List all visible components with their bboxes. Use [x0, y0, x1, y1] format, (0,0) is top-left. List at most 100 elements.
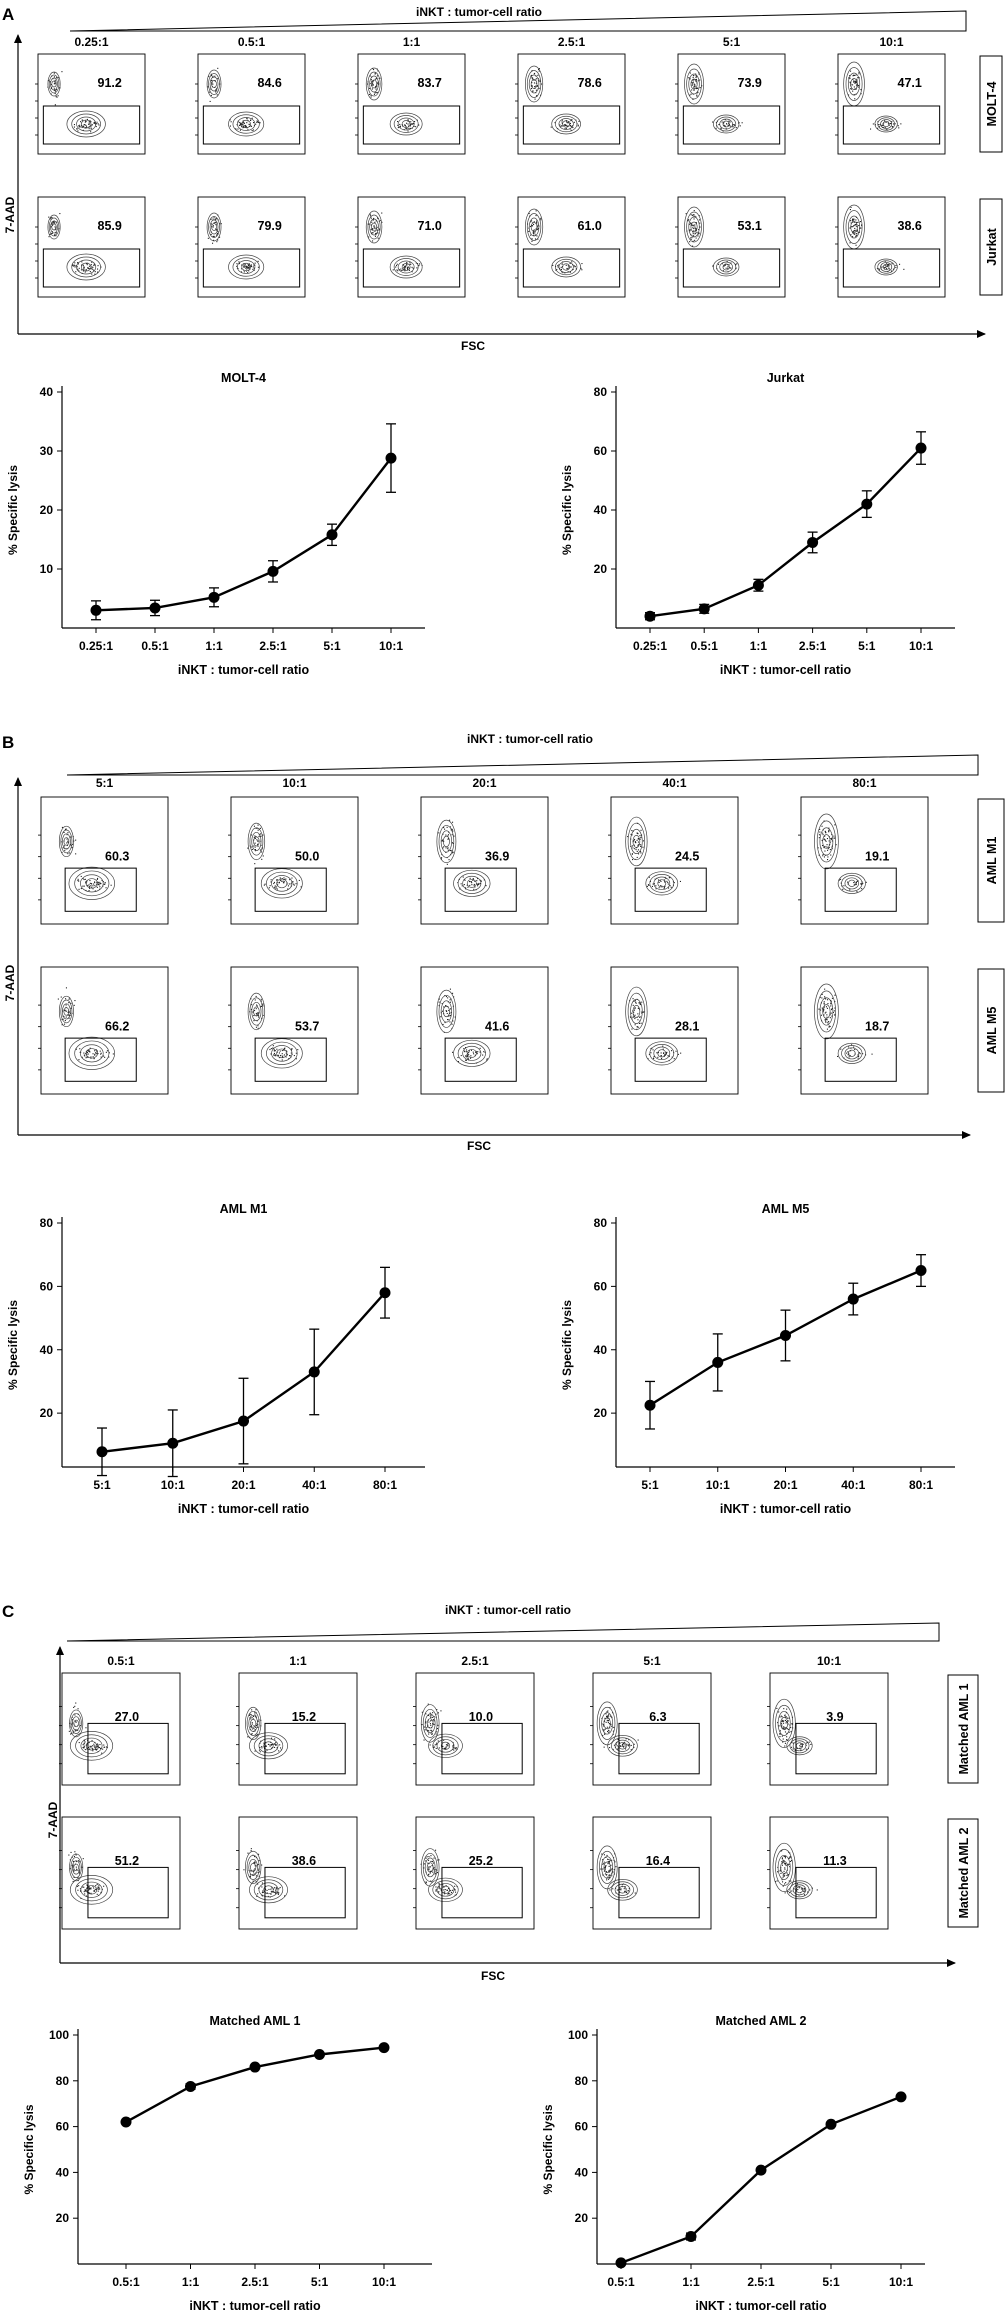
event-dot [435, 1747, 437, 1749]
event-dot [447, 1893, 449, 1895]
event-dot [79, 124, 81, 126]
event-dot [374, 78, 376, 80]
event-dot [78, 1872, 80, 1874]
event-dot [660, 880, 662, 882]
event-dot [273, 881, 275, 883]
event-dot [450, 1890, 452, 1892]
event-dot [673, 882, 675, 884]
event-dot [441, 840, 443, 842]
event-dot [90, 121, 92, 123]
event-dot [88, 1887, 90, 1889]
event-dot [240, 122, 242, 124]
event-dot [75, 1866, 77, 1868]
event-dot [785, 1722, 787, 1724]
event-dot [786, 1728, 788, 1730]
event-dot [103, 1885, 105, 1887]
event-dot [92, 885, 94, 887]
event-dot [271, 1891, 273, 1893]
event-dot [535, 228, 537, 230]
event-dot [580, 267, 582, 269]
live-contour [393, 258, 419, 276]
event-dot [470, 1055, 472, 1057]
event-dot [607, 1715, 609, 1717]
event-dot [91, 268, 93, 270]
event-dot [297, 1049, 299, 1051]
live-contour [614, 1883, 631, 1896]
event-dot [91, 124, 93, 126]
event-dot [96, 121, 98, 123]
event-dot [826, 1016, 828, 1018]
event-dot [727, 267, 729, 269]
live-contour [457, 872, 486, 894]
event-dot [256, 839, 258, 841]
event-dot [55, 89, 57, 91]
event-dot [400, 270, 402, 272]
dead-contour [625, 986, 648, 1037]
live-gate [842, 105, 941, 145]
event-dot [81, 1866, 83, 1868]
event-dot [406, 262, 408, 264]
event-dot [783, 1726, 785, 1728]
event-dot [260, 998, 262, 1000]
event-dot [794, 1749, 796, 1751]
event-dot [71, 1723, 73, 1725]
live-contour [258, 1738, 279, 1754]
event-dot [453, 1888, 455, 1890]
event-dot [850, 206, 852, 208]
event-dot [257, 121, 259, 123]
dead-contour [63, 837, 70, 846]
event-dot [252, 268, 254, 270]
event-dot [778, 1711, 780, 1713]
event-dot [828, 847, 830, 849]
event-dot [259, 849, 261, 851]
event-dot [832, 1011, 834, 1013]
event-dot [56, 221, 58, 223]
dead-contour [630, 998, 643, 1024]
x-tick-label: 5:1 [323, 639, 341, 653]
event-dot [650, 1052, 652, 1054]
event-dot [82, 129, 84, 131]
dead-contour [599, 1706, 616, 1740]
event-dot [721, 121, 723, 123]
event-dot [273, 1054, 275, 1056]
event-dot [68, 1014, 70, 1016]
event-dot [372, 232, 374, 234]
data-point [644, 1399, 656, 1411]
event-dot [779, 1733, 781, 1735]
data-point [308, 1366, 320, 1378]
event-dot [411, 123, 413, 125]
event-dot [786, 1736, 788, 1738]
event-dot [449, 1013, 451, 1015]
event-dot [693, 83, 695, 85]
data-point [185, 2081, 196, 2093]
event-dot [447, 838, 449, 840]
event-dot [369, 93, 371, 95]
live-contour [722, 120, 730, 128]
event-dot [379, 229, 381, 231]
event-dot [261, 1864, 263, 1866]
event-dot [823, 1003, 825, 1005]
event-dot [84, 1889, 86, 1891]
event-dot [857, 1055, 859, 1057]
event-dot [689, 72, 691, 74]
event-dot [699, 222, 701, 224]
event-dot [624, 1741, 626, 1743]
row-label-box [977, 968, 1005, 1093]
event-dot [279, 1744, 281, 1746]
event-dot [374, 73, 376, 75]
event-dot [852, 78, 854, 80]
event-dot [465, 1055, 467, 1057]
event-dot [262, 1891, 264, 1893]
event-dot [641, 1001, 643, 1003]
event-dot [97, 1745, 99, 1747]
event-dot [443, 1747, 445, 1749]
y-tick-label: 40 [575, 2165, 589, 2179]
live-contour [551, 113, 581, 135]
event-dot [251, 848, 253, 850]
live-contour [436, 1883, 455, 1897]
event-dot [99, 1050, 101, 1052]
series-line [95, 457, 392, 612]
dead-contour [50, 220, 58, 234]
event-dot [619, 1745, 621, 1747]
